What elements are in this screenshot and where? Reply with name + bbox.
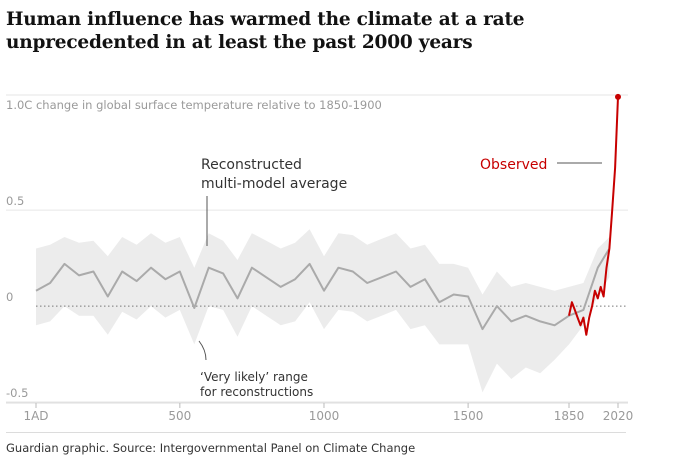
grid-layer	[6, 94, 628, 408]
observed-line	[568, 96, 619, 336]
annotation-observed: Observed	[480, 157, 547, 173]
label-layer: 1.0C change in global surface temperatur…	[6, 98, 633, 423]
x-tick-label: 1850	[554, 409, 585, 423]
annotation-range-line1: ‘Very likely’ range	[200, 370, 308, 384]
x-tick-label: 1000	[309, 409, 340, 423]
x-tick-label: 1AD	[23, 409, 48, 423]
annotation-reconstructed-line1: Reconstructed	[201, 157, 302, 173]
series-layer	[35, 93, 621, 336]
x-tick-label: 500	[168, 409, 191, 423]
y-tick-label: 0	[6, 290, 13, 304]
y-axis-label: 1.0C change in global surface temperatur…	[6, 98, 382, 112]
range-layer	[36, 229, 610, 393]
x-tick-label: 2020	[603, 409, 634, 423]
annotation-range-line2: for reconstructions	[200, 385, 313, 399]
footer-divider	[6, 432, 626, 433]
reconstruction-range-band	[36, 229, 610, 393]
observed-endpoint-marker	[615, 93, 621, 100]
y-tick-label: -0.5	[6, 386, 28, 400]
source-note: Guardian graphic. Source: Intergovernmen…	[6, 441, 416, 455]
chart-title: Human influence has warmed the climate a…	[6, 9, 525, 53]
annotation-reconstructed-line2: multi-model average	[201, 176, 347, 192]
reconstruction-line	[35, 247, 611, 331]
annotation-range-leader	[198, 340, 207, 361]
y-tick-label: 0.5	[6, 194, 24, 208]
x-tick-label: 1500	[453, 409, 484, 423]
